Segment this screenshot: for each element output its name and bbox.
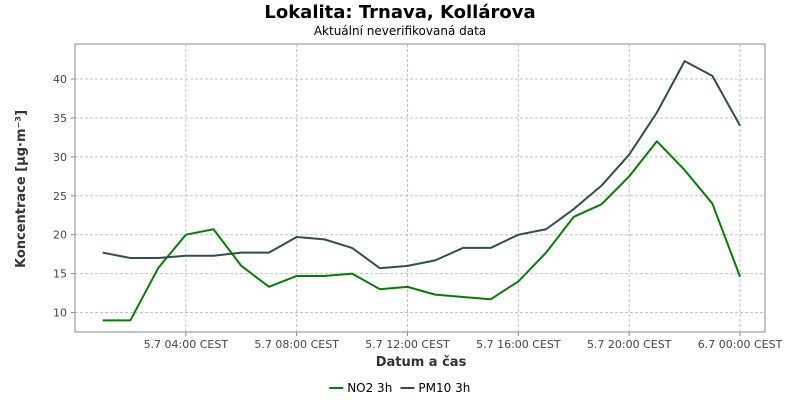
y-tick-label: 15 [53,268,67,281]
y-tick-label: 40 [53,73,67,86]
y-axis-label: Koncentrace [µg·m⁻³] [14,110,29,268]
x-tick-label: 5.7 04:00 CEST [144,338,229,351]
legend: NO2 3h PM10 3h [329,381,470,395]
plot-frame [74,43,766,333]
x-tick-label: 6.7 00:00 CEST [698,338,783,351]
y-tick-label: 10 [53,307,67,320]
legend-label: PM10 3h [418,381,470,395]
y-tick-label: 30 [53,151,67,164]
x-axis-label: Datum a čas [376,355,467,370]
legend-item: PM10 3h [400,381,470,395]
y-tick-label: 25 [53,190,67,203]
x-tick-label: 5.7 16:00 CEST [476,338,561,351]
x-tick-label: 5.7 08:00 CEST [254,338,339,351]
series-line-pm10-3h [102,60,741,270]
legend-label: NO2 3h [347,381,392,395]
y-tick-label: 20 [53,229,67,242]
x-tick-label: 5.7 12:00 CEST [365,338,450,351]
x-tick-label: 5.7 20:00 CEST [587,338,672,351]
series-line-no2-3h [102,140,741,322]
legend-item: NO2 3h [329,381,392,395]
y-tick-label: 35 [53,112,67,125]
chart-title: Lokalita: Trnava, Kollárova [264,2,535,23]
plot-area: 10 15 20 25 30 35 40 5.7 04:00 CEST 5.7 08:00 CE… [53,43,783,351]
chart-subtitle: Aktuální neverifikovaná data [314,24,486,38]
